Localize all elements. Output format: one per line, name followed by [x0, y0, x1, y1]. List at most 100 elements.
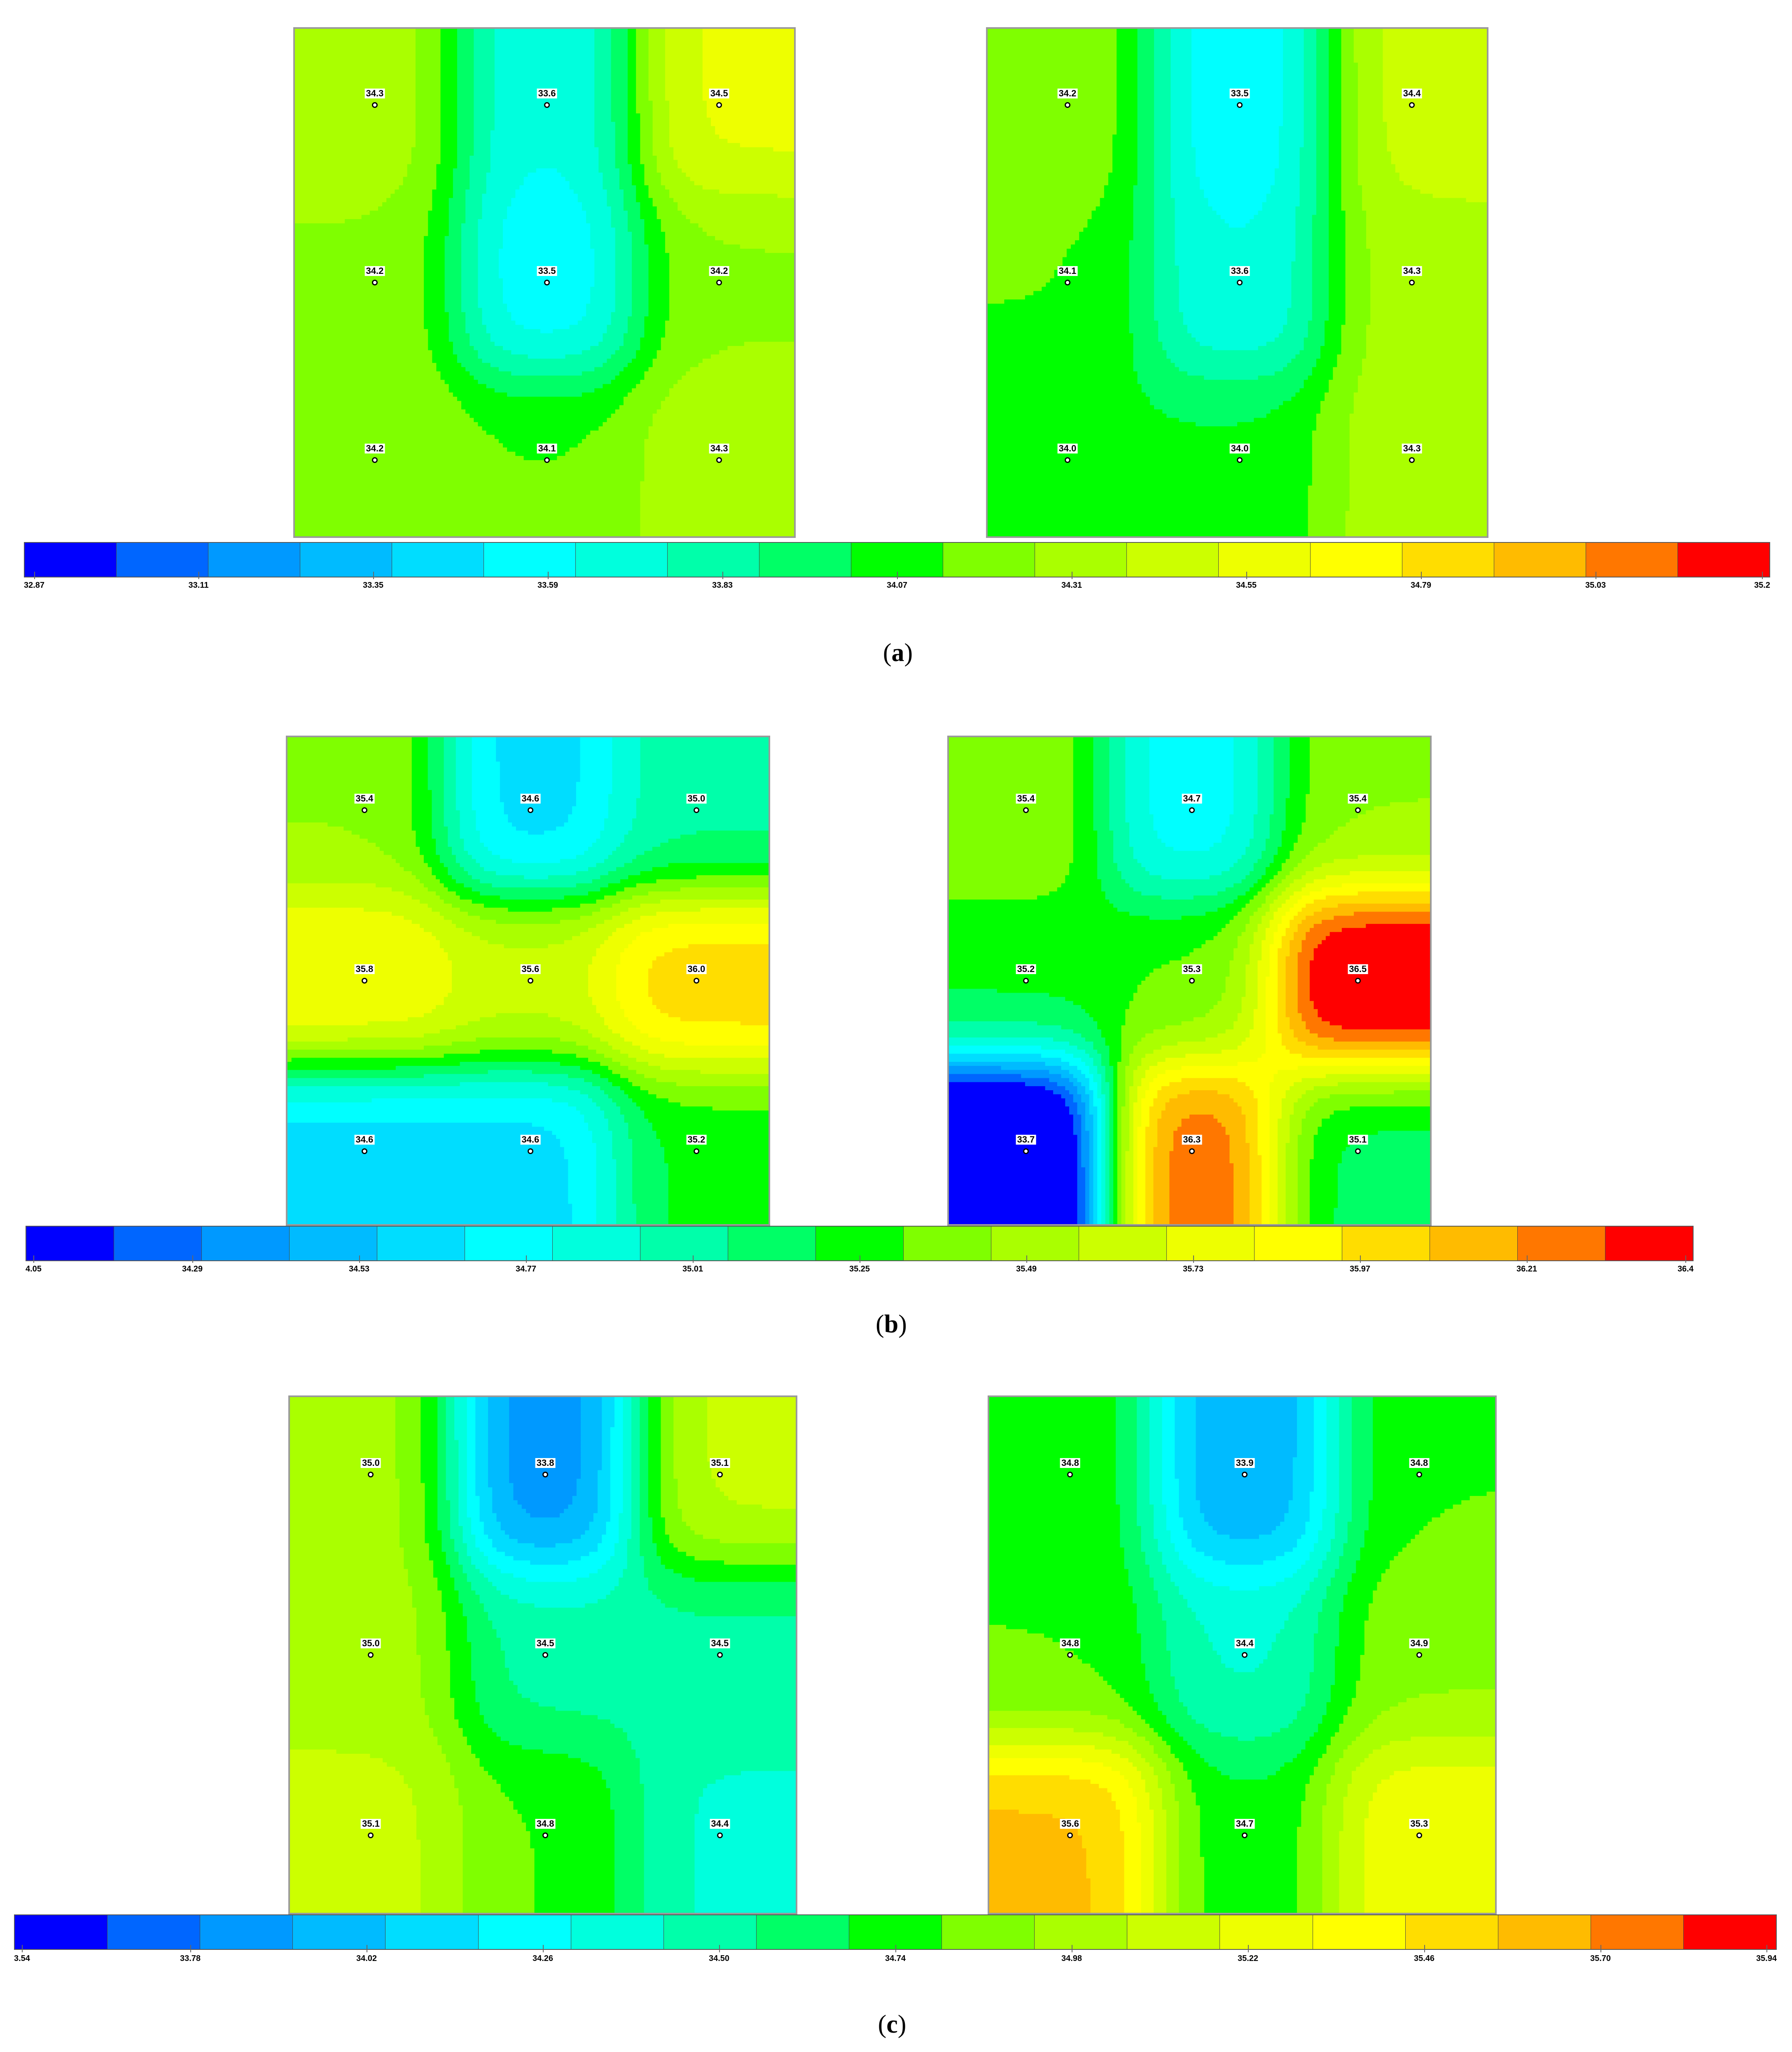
contour-cell: [578, 29, 582, 33]
contour-cell: [303, 50, 308, 54]
contour-cell: [357, 58, 362, 63]
contour-cell: [436, 42, 441, 46]
contour-cell: [611, 71, 616, 76]
contour-cell: [603, 33, 607, 37]
contour-cell: [336, 189, 341, 194]
contour-cell: [407, 54, 412, 59]
contour-cell: [474, 152, 478, 156]
contour-cell: [320, 152, 325, 156]
contour-cell: [457, 88, 462, 93]
contour-cell: [528, 194, 533, 198]
contour-cell: [299, 202, 304, 207]
contour-cell: [499, 71, 503, 76]
contour-cell: [316, 92, 320, 97]
contour-cell: [594, 130, 599, 135]
contour-cell: [723, 177, 728, 181]
contour-cell: [336, 177, 341, 181]
contour-cell: [482, 54, 487, 59]
contour-cell: [574, 71, 578, 76]
contour-cell: [786, 147, 790, 152]
contour-cell: [295, 84, 299, 88]
contour-cell: [303, 46, 308, 50]
contour-cell: [511, 92, 516, 97]
contour-cell: [336, 54, 341, 59]
contour-cell: [495, 50, 499, 54]
contour-cell: [598, 54, 603, 59]
contour-cell: [507, 181, 512, 186]
contour-cell: [478, 130, 482, 135]
contour-cell: [611, 92, 616, 97]
contour-cell: [295, 29, 299, 33]
contour-cell: [773, 105, 778, 110]
contour-cell: [432, 84, 437, 88]
contour-cell: [457, 135, 462, 139]
contour-cell: [370, 37, 374, 42]
contour-cell: [557, 152, 561, 156]
contour-cell: [644, 50, 649, 54]
contour-cell: [470, 147, 474, 152]
contour-cell: [411, 67, 416, 71]
contour-cell: [694, 63, 699, 67]
contour-cell: [328, 160, 333, 164]
contour-cell: [582, 173, 586, 177]
contour-cell: [511, 67, 516, 71]
contour-cell: [790, 96, 794, 101]
contour-cell: [332, 54, 337, 59]
contour-cell: [574, 139, 578, 143]
contour-cell: [390, 185, 395, 190]
contour-cell: [669, 88, 674, 93]
contour-cell: [416, 135, 420, 139]
contour-cell: [482, 71, 487, 76]
contour-cell: [657, 33, 661, 37]
contour-cell: [482, 79, 487, 84]
contour-cell: [420, 33, 424, 37]
contour-cell: [686, 143, 690, 147]
contour-cell: [570, 75, 574, 80]
contour-cell: [736, 88, 741, 93]
contour-cell: [499, 189, 503, 194]
contour-cell: [345, 88, 349, 93]
contour-cell: [495, 84, 499, 88]
contour-cell: [436, 79, 441, 84]
contour-cell: [665, 198, 670, 203]
contour-cell: [299, 42, 304, 46]
contour-cell: [441, 198, 445, 203]
contour-cell: [740, 194, 745, 198]
contour-cell: [657, 189, 661, 194]
contour-cell: [307, 198, 312, 203]
contour-cell: [403, 152, 408, 156]
contour-cell: [474, 130, 478, 135]
contour-cell: [295, 101, 299, 105]
contour-cell: [694, 143, 699, 147]
contour-cell: [503, 96, 507, 101]
contour-cell: [761, 109, 765, 114]
contour-cell: [757, 139, 761, 143]
contour-cell: [511, 126, 516, 131]
contour-cell: [324, 92, 329, 97]
contour-cell: [424, 79, 428, 84]
contour-cell: [632, 126, 636, 131]
contour-cell: [341, 156, 345, 160]
contour-cell: [411, 79, 416, 84]
contour-cell: [790, 177, 794, 181]
contour-cell: [328, 168, 333, 173]
contour-cell: [553, 198, 557, 203]
contour-cell: [757, 156, 761, 160]
contour-cell: [399, 181, 404, 186]
contour-cell: [436, 202, 441, 207]
contour-cell: [678, 189, 682, 194]
contour-cell: [715, 122, 720, 126]
contour-cell: [345, 109, 349, 114]
contour-cell: [341, 92, 345, 97]
contour-cell: [607, 118, 612, 122]
contour-cell: [628, 79, 632, 84]
contour-cell: [324, 42, 329, 46]
contour-cell: [565, 58, 570, 63]
contour-cell: [328, 79, 333, 84]
contour-cell: [420, 58, 424, 63]
contour-cell: [457, 185, 462, 190]
contour-cell: [432, 58, 437, 63]
contour-cell: [703, 122, 707, 126]
contour-cell: [486, 37, 491, 42]
contour-cell: [536, 118, 541, 122]
